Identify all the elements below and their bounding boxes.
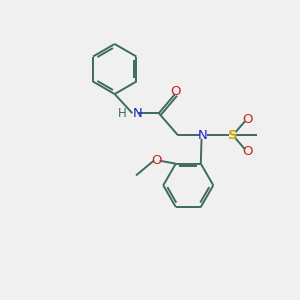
Text: N: N [132, 107, 142, 120]
Text: H: H [118, 107, 127, 120]
Text: O: O [242, 112, 252, 126]
Text: O: O [152, 154, 162, 167]
Text: N: N [198, 129, 208, 142]
Text: S: S [228, 129, 237, 142]
Text: O: O [242, 145, 252, 158]
Text: O: O [171, 85, 181, 98]
